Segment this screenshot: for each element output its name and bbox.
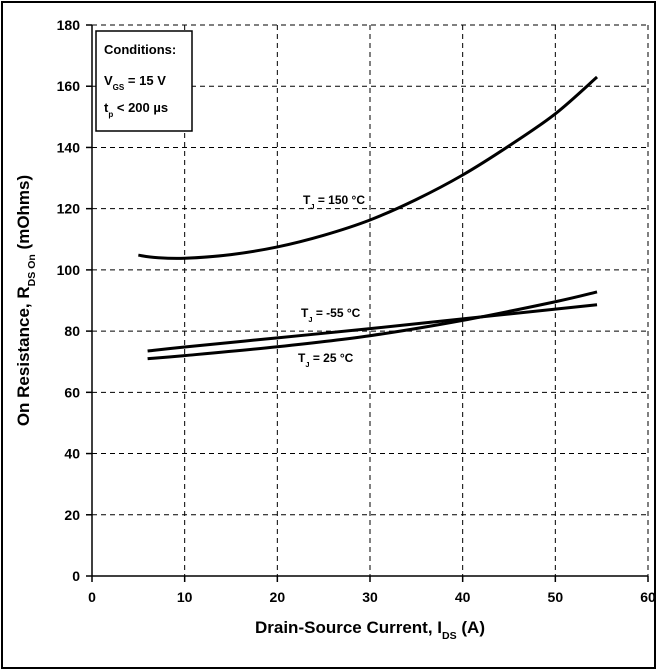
y-tick-label: 40 <box>64 446 80 462</box>
conditions-box: Conditions: VGS = 15 V tp < 200 µs <box>95 30 193 132</box>
series-line <box>147 290 598 361</box>
x-tick-label: 10 <box>177 589 193 605</box>
x-axis-title: Drain-Source Current, IDS (A) <box>255 618 485 642</box>
series-line <box>147 303 598 353</box>
y-tick-label: 60 <box>64 384 80 400</box>
x-tick-label: 60 <box>640 589 656 605</box>
condition-tp: tp < 200 µs <box>104 100 168 119</box>
x-tick-label: 40 <box>455 589 471 605</box>
tick-labels: 0 20 40 60 80 100 120 140 160 180 0 10 20 30 40 50 60 <box>57 17 656 605</box>
series-line <box>138 75 599 260</box>
x-tick-label: 0 <box>88 589 96 605</box>
x-tick-label: 20 <box>270 589 286 605</box>
y-tick-label: 120 <box>57 201 81 217</box>
y-tick-label: 20 <box>64 507 80 523</box>
y-axis-title: On Resistance, RDS On (mOhms) <box>14 175 38 426</box>
condition-vgs: VGS = 15 V <box>104 73 166 92</box>
y-tick-label: 80 <box>64 323 80 339</box>
series-labels: TJ = 150 °C TJ = -55 °C TJ = 25 °C <box>298 193 365 369</box>
y-tick-label: 160 <box>57 78 81 94</box>
series-label: TJ = -55 °C <box>301 306 361 324</box>
x-tick-label: 50 <box>548 589 564 605</box>
series-layer <box>138 75 599 361</box>
series-label: TJ = 150 °C <box>303 193 365 211</box>
series-label: TJ = 25 °C <box>298 351 354 369</box>
y-tick-label: 140 <box>57 139 81 155</box>
x-tick-label: 30 <box>362 589 378 605</box>
axes <box>86 24 649 582</box>
axis-titles: Drain-Source Current, IDS (A) On Resistan… <box>14 175 485 642</box>
conditions-border <box>95 30 193 132</box>
y-tick-label: 0 <box>72 568 80 584</box>
conditions-title: Conditions: <box>104 42 176 57</box>
y-tick-label: 100 <box>57 262 81 278</box>
y-tick-label: 180 <box>57 17 81 33</box>
